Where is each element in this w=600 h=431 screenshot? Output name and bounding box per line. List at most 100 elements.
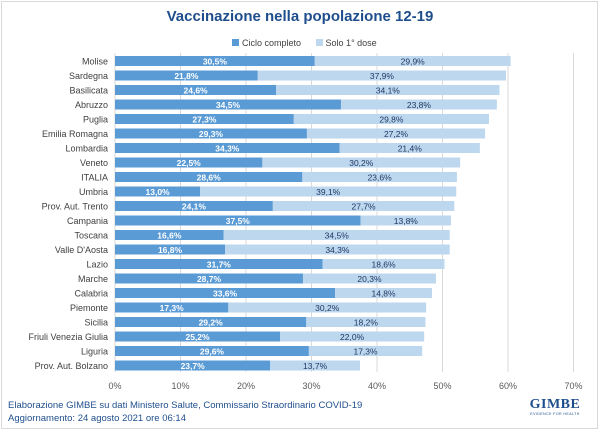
data-label-ciclo-completo: 24,6% xyxy=(184,85,209,95)
x-tick-label: 10% xyxy=(171,381,189,391)
bar-solo-1-dose xyxy=(270,360,360,371)
category-label: Lombardia xyxy=(65,143,108,153)
data-label-solo-1-dose: 13,8% xyxy=(394,216,419,226)
data-label-ciclo-completo: 29,2% xyxy=(199,317,224,327)
data-label-solo-1-dose: 23,6% xyxy=(368,172,393,182)
category-label: Prov. Aut. Bolzano xyxy=(35,361,108,371)
data-label-ciclo-completo: 30,5% xyxy=(203,56,228,66)
bar-ciclo-completo xyxy=(115,317,307,327)
bar-ciclo-completo xyxy=(115,215,361,226)
bar-ciclo-completo xyxy=(115,288,336,298)
category-label: Prov. Aut. Trento xyxy=(42,201,108,211)
data-label-solo-1-dose: 29,8% xyxy=(379,114,404,124)
bar-ciclo-completo xyxy=(115,273,303,284)
legend-swatch-solo-prima-dose xyxy=(315,39,323,46)
data-label-solo-1-dose: 18,2% xyxy=(354,317,379,327)
footer-source: Elaborazione GIMBE su dati Ministero Sal… xyxy=(8,400,363,411)
bar-ciclo-completo xyxy=(115,70,258,81)
bar-ciclo-completo xyxy=(115,201,273,211)
data-label-solo-1-dose: 29,9% xyxy=(401,56,426,66)
data-label-solo-1-dose: 30,2% xyxy=(315,303,340,313)
bar-solo-1-dose xyxy=(262,157,461,168)
chart-title: Vaccinazione nella popolazione 12-19 xyxy=(166,8,434,25)
bar-solo-1-dose xyxy=(280,331,425,342)
category-label: Valle D'Aosta xyxy=(55,245,108,255)
logo-tagline: EVIDENCE FOR HEALTH xyxy=(530,412,580,416)
footer: Elaborazione GIMBE su dati Ministero Sal… xyxy=(8,399,362,425)
category-label: Veneto xyxy=(80,158,108,168)
data-label-ciclo-completo: 23,7% xyxy=(181,361,206,371)
bar-ciclo-completo xyxy=(115,259,323,269)
data-label-ciclo-completo: 27,3% xyxy=(192,114,217,124)
bar-ciclo-completo xyxy=(115,346,309,356)
data-label-solo-1-dose: 23,8% xyxy=(407,100,432,110)
data-label-ciclo-completo: 17,3% xyxy=(160,303,185,313)
category-label: Piemonte xyxy=(70,303,108,313)
data-label-ciclo-completo: 28,7% xyxy=(197,274,222,284)
data-label-ciclo-completo: 31,7% xyxy=(207,259,232,269)
category-label: Lazio xyxy=(86,259,108,269)
x-tick-label: 50% xyxy=(433,381,451,391)
bar-ciclo-completo xyxy=(115,172,303,182)
bar-solo-1-dose xyxy=(302,273,436,284)
bar-ciclo-completo xyxy=(115,85,277,95)
x-tick-label: 70% xyxy=(564,381,582,391)
bar-ciclo-completo xyxy=(115,360,271,371)
data-label-ciclo-completo: 13,0% xyxy=(146,187,171,197)
category-label: Liguria xyxy=(81,346,108,356)
footer-updated: Aggiornamento: 24 agosto 2021 ore 06:14 xyxy=(8,413,186,424)
category-label: Sardegna xyxy=(69,71,108,81)
data-label-solo-1-dose: 21,4% xyxy=(398,143,423,153)
bar-ciclo-completo xyxy=(115,114,294,124)
data-label-ciclo-completo: 25,2% xyxy=(185,332,210,342)
bar-ciclo-completo xyxy=(115,244,226,255)
bar-ciclo-completo xyxy=(115,331,281,342)
data-label-solo-1-dose: 22,0% xyxy=(340,332,365,342)
data-label-ciclo-completo: 21,8% xyxy=(174,71,199,81)
data-label-solo-1-dose: 30,2% xyxy=(349,158,374,168)
data-label-solo-1-dose: 34,3% xyxy=(325,245,350,255)
bar-solo-1-dose xyxy=(228,302,427,313)
category-label: Campania xyxy=(67,216,108,226)
bar-solo-1-dose xyxy=(308,346,423,356)
data-label-ciclo-completo: 22,5% xyxy=(177,158,202,168)
category-label: Calabria xyxy=(74,288,108,298)
category-label: Emilia Romagna xyxy=(42,129,108,139)
category-label: Marche xyxy=(78,274,108,284)
category-label: ITALIA xyxy=(81,172,108,182)
category-label: Basilicata xyxy=(69,85,108,95)
bar-solo-1-dose xyxy=(276,85,500,95)
data-label-solo-1-dose: 34,1% xyxy=(376,85,401,95)
data-label-ciclo-completo: 37,5% xyxy=(226,216,251,226)
bar-solo-1-dose xyxy=(257,70,507,81)
stacked-bar-chart: 0% 10% 20% 30% 40% 50% 60% 70% Molise 30,5% 29,9% S… xyxy=(28,53,583,391)
data-label-ciclo-completo: 34,3% xyxy=(215,143,240,153)
bar-ciclo-completo xyxy=(115,56,315,66)
data-label-solo-1-dose: 20,3% xyxy=(357,274,382,284)
bar-ciclo-completo xyxy=(115,99,341,110)
data-label-solo-1-dose: 18,6% xyxy=(371,259,396,269)
category-label: Puglia xyxy=(83,114,108,124)
bar-solo-1-dose xyxy=(200,186,457,197)
bar-solo-1-dose xyxy=(339,143,480,153)
bar-solo-1-dose xyxy=(340,99,497,110)
legend-swatch-ciclo-completo xyxy=(232,39,239,46)
legend-label-solo-prima-dose: Solo 1° dose xyxy=(325,38,377,48)
legend: Ciclo completo Solo 1° dose xyxy=(232,38,389,48)
data-label-ciclo-completo: 24,1% xyxy=(182,201,207,211)
data-label-solo-1-dose: 14,8% xyxy=(371,288,396,298)
data-label-ciclo-completo: 29,6% xyxy=(200,346,225,356)
x-tick-label: 30% xyxy=(302,381,320,391)
x-tick-label: 40% xyxy=(368,381,386,391)
logo-brand: GIMBE xyxy=(529,397,581,412)
data-label-solo-1-dose: 13,7% xyxy=(303,361,328,371)
data-label-ciclo-completo: 29,3% xyxy=(199,129,224,139)
bar-solo-1-dose xyxy=(225,244,450,255)
data-label-ciclo-completo: 33,6% xyxy=(213,288,238,298)
data-label-ciclo-completo: 16,8% xyxy=(158,245,183,255)
x-tick-label: 60% xyxy=(499,381,517,391)
category-label: Umbria xyxy=(79,187,108,197)
x-tick-label: 0% xyxy=(108,381,121,391)
x-tick-label: 20% xyxy=(237,381,255,391)
